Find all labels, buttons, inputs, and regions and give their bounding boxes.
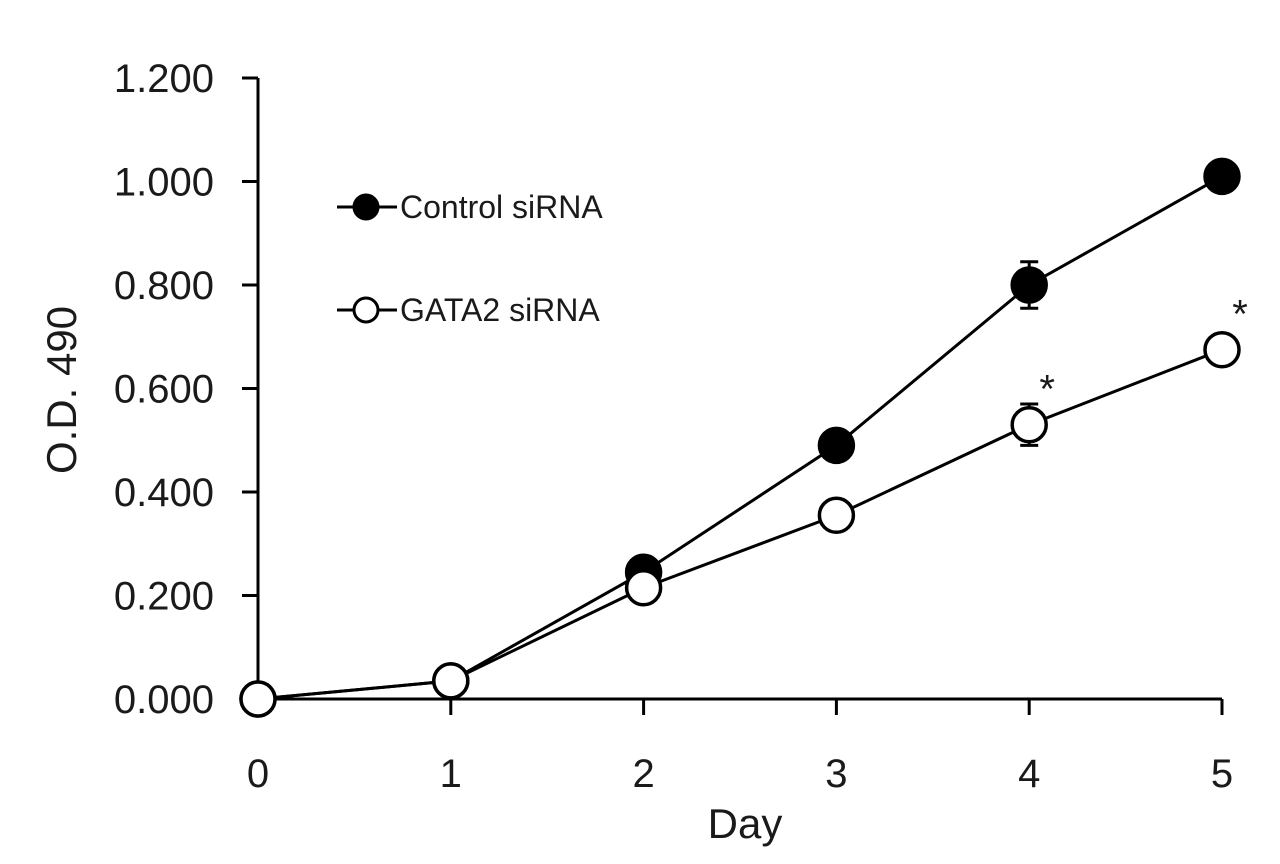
significance-asterisk: *: [1039, 368, 1055, 412]
data-point: [817, 426, 856, 465]
data-point: [1010, 266, 1048, 304]
y-tick-label: 0.400: [114, 471, 214, 515]
data-point: [817, 496, 856, 535]
legend-marker: [352, 193, 380, 221]
data-point: [1010, 405, 1048, 444]
x-tick-label: 0: [247, 752, 269, 796]
series-line: [257, 348, 1223, 701]
x-tick-label: 1: [440, 752, 462, 796]
y-tick-label: 0.200: [114, 575, 214, 619]
legend: Control siRNA GATA2 siRNA: [337, 189, 603, 328]
series-gata2-sirna: [239, 330, 1241, 718]
y-axis-label: O.D. 490: [38, 306, 85, 474]
x-axis-label: Day: [708, 800, 783, 847]
data-point: [1203, 330, 1241, 369]
y-tick-label: 0.600: [114, 368, 214, 412]
y-tick-label: 1.000: [114, 161, 214, 205]
significance-asterisk: *: [1232, 293, 1248, 337]
legend-label: Control siRNA: [400, 189, 603, 225]
data-point: [432, 662, 470, 700]
y-tick-label: 1.200: [114, 57, 214, 101]
legend-label: GATA2 siRNA: [400, 292, 600, 328]
y-tick-label: 0.000: [114, 678, 214, 722]
x-tick-label: 2: [632, 752, 654, 796]
series-line: [257, 175, 1223, 701]
x-tick-label: 5: [1211, 752, 1233, 796]
series-layer: **: [239, 157, 1248, 718]
legend-marker: [352, 296, 380, 324]
y-tick-label: 0.800: [114, 264, 214, 308]
axes: 0.000 0.200 0.400 0.600 0.800 1.000 1.200 0 1 2 3 4…: [114, 57, 1233, 796]
data-point: [1203, 157, 1241, 196]
x-tick-label: 4: [1018, 752, 1040, 796]
series-control-sirna: [239, 157, 1241, 718]
data-point: [239, 680, 277, 718]
data-point: [624, 568, 663, 607]
axis-labels: Day O.D. 490: [38, 306, 782, 847]
x-tick-label: 3: [825, 752, 847, 796]
